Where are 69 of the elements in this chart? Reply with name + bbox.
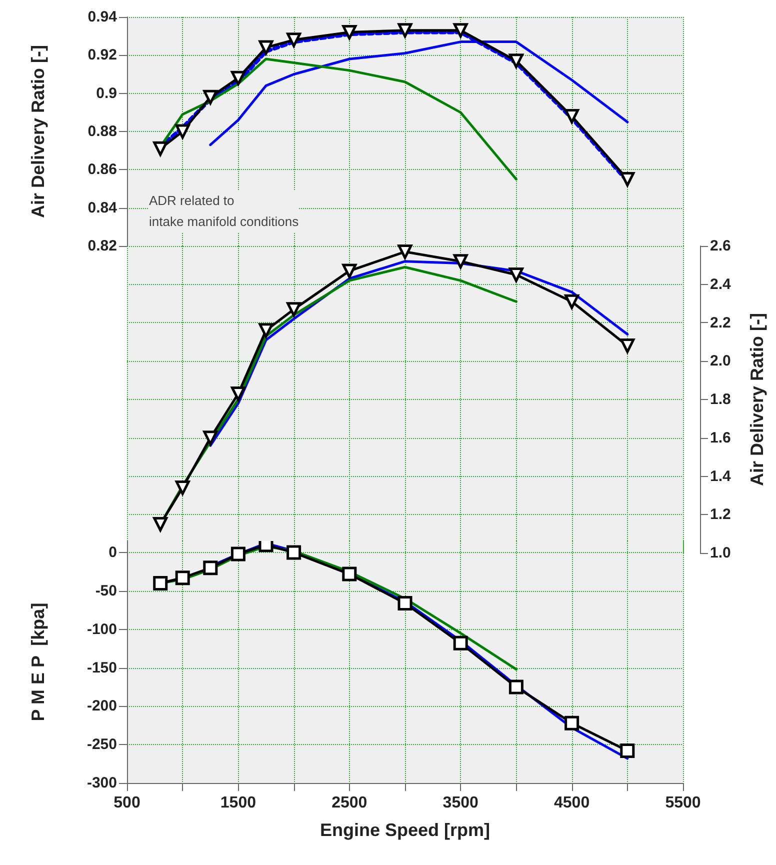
point <box>620 743 635 758</box>
point <box>453 636 468 650</box>
y2-tick-label: 2.2 <box>710 314 731 332</box>
point <box>175 124 190 139</box>
point <box>286 545 302 560</box>
y2-tick-label: 1.6 <box>710 429 731 446</box>
y-tick-label: 0.94 <box>88 8 118 26</box>
y-tick-label: 0.86 <box>88 161 117 178</box>
point <box>258 40 274 55</box>
y-tick-label: -200 <box>86 698 117 715</box>
x-tick-label: 3500 <box>442 794 478 812</box>
point <box>175 570 190 586</box>
y-axis-title: Air Delivery Ratio [-] <box>28 44 48 218</box>
y2-tick-label: 1.4 <box>710 468 732 485</box>
y-tick-label: -50 <box>95 582 117 600</box>
y-tick-label: 0.88 <box>88 123 117 140</box>
y2-tick-label: 2.6 <box>710 238 731 254</box>
point <box>153 516 168 532</box>
y2-axis-title: Air Delivery Ratio [-] <box>747 312 767 486</box>
point <box>230 386 246 401</box>
point <box>175 480 190 496</box>
y2-tick-label: 2.0 <box>710 352 731 370</box>
point <box>203 90 218 104</box>
point <box>398 244 412 260</box>
point <box>286 32 302 48</box>
point <box>342 25 357 40</box>
point <box>342 566 357 582</box>
point <box>508 54 524 68</box>
point <box>203 430 218 446</box>
point <box>286 302 302 317</box>
x-tick-label: 2500 <box>332 794 368 812</box>
point <box>398 596 412 610</box>
y2-tick-label: 1.2 <box>710 506 731 524</box>
point <box>508 680 524 694</box>
x-tick-label: 500 <box>114 794 140 812</box>
x-axis-title: Engine Speed [rpm] <box>320 820 490 840</box>
annotation: ADR related to intake manifold conditions <box>149 193 300 229</box>
y2-tick-label: 1.0 <box>710 544 731 562</box>
y-tick-label: 0.9 <box>96 84 117 102</box>
point <box>564 716 580 730</box>
y2-tick-label: 2.4 <box>710 276 732 293</box>
point <box>153 141 168 156</box>
y-axis-title: P M E P [kpa] <box>28 602 48 722</box>
point <box>453 23 468 38</box>
point <box>258 323 274 338</box>
y-tick-label: 0.92 <box>88 46 117 64</box>
point <box>564 108 580 124</box>
y-tick-label: -100 <box>86 620 117 638</box>
y-tick-label: -300 <box>86 774 117 792</box>
point <box>620 172 635 186</box>
point <box>153 576 168 591</box>
x-tick-label: 1500 <box>220 794 256 812</box>
x-tick-label: 4500 <box>554 794 590 812</box>
point <box>342 264 357 278</box>
point <box>230 546 246 562</box>
point <box>230 70 246 86</box>
y-tick-label: -250 <box>86 736 117 754</box>
point <box>620 338 635 354</box>
y-tick-label: 0 <box>108 544 117 562</box>
point <box>453 254 468 269</box>
y-tick-label: 0.82 <box>88 238 117 254</box>
point <box>398 23 412 38</box>
y-tick-label: 0.84 <box>88 199 118 216</box>
point <box>508 268 524 282</box>
point <box>203 560 218 576</box>
y-tick-label: -150 <box>86 659 117 676</box>
x-tick-label: 5500 <box>665 794 701 812</box>
y2-tick-label: 1.8 <box>710 391 731 408</box>
point <box>564 294 580 309</box>
